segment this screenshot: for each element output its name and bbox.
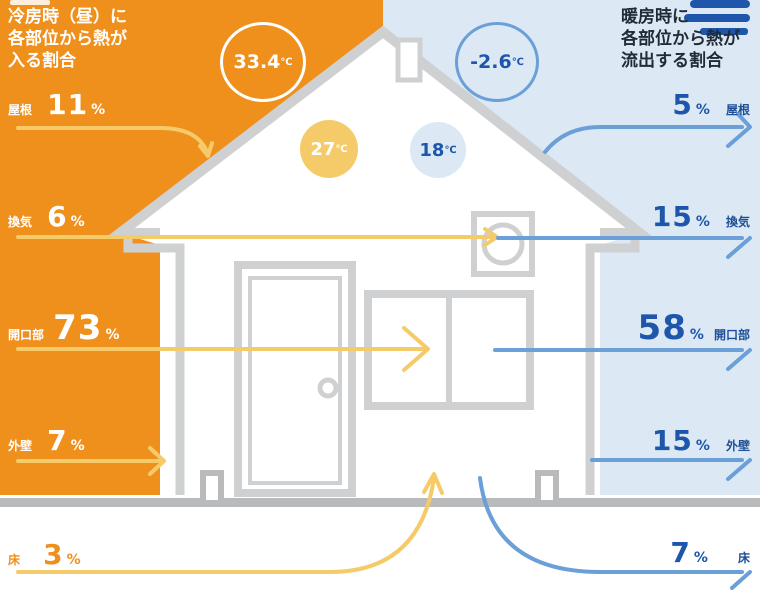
wall-outline (123, 238, 640, 495)
cooling-item-opening: 開口部 73% (8, 308, 120, 348)
heating-arrowhead-vent (726, 236, 752, 259)
cooling-vent-percent: 6 (47, 200, 68, 233)
ground-background (0, 495, 760, 590)
cold-wind-icon (684, 0, 750, 35)
cooling-title-line-1: 冷房時（昼）に (8, 7, 127, 27)
heating-vent-percent: 15 (651, 200, 693, 233)
heating-title: 暖房時に 各部位から熱が 流出する割合 (621, 6, 740, 72)
heating-wall-unit: % (695, 438, 711, 454)
heating-title-line-1: 暖房時に (621, 7, 689, 27)
cooling-arrow-floor (16, 476, 436, 574)
heating-arrowhead-opening (726, 348, 752, 371)
heating-vent-unit: % (695, 214, 711, 230)
heating-wall-label: 外壁 (725, 439, 750, 453)
cooling-title: 冷房時（昼）に 各部位から熱が 入る割合 (8, 6, 127, 72)
heating-item-wall: 15% 外壁 (652, 424, 750, 457)
cooling-floor-label: 床 (8, 553, 21, 567)
heating-title-line-3: 流出する割合 (621, 51, 723, 71)
cooling-wall-percent: 7 (47, 424, 68, 457)
heating-wall-percent: 15 (651, 424, 693, 457)
cooling-indoor-temp-badge: 27 ℃ (300, 120, 358, 178)
heating-outdoor-temp-unit: ℃ (511, 56, 524, 68)
cooling-floor-unit: % (66, 552, 82, 568)
heating-opening-label: 開口部 (713, 328, 750, 342)
cooling-opening-unit: % (105, 327, 121, 343)
roof-white (120, 32, 640, 245)
cooling-roof-label: 屋根 (8, 103, 33, 117)
cooling-wall-unit: % (70, 438, 86, 454)
heating-opening-percent: 58 (637, 308, 687, 348)
cooling-title-line-2: 各部位から熱が (8, 29, 127, 49)
heating-opening-unit: % (689, 327, 705, 343)
door-knob (317, 377, 339, 399)
cooling-outdoor-temp-badge: 33.4 ℃ (220, 22, 306, 102)
cooling-item-floor: 床 3% (8, 538, 82, 571)
cooling-title-line-3: 入る割合 (8, 51, 76, 71)
heating-roof-percent: 5 (672, 88, 693, 121)
ground-line (0, 498, 760, 507)
cooling-indoor-temp-unit: ℃ (335, 143, 348, 155)
cooling-vent-unit: % (70, 214, 86, 230)
heating-arrow-roof (543, 125, 744, 154)
cooling-floor-percent: 3 (43, 538, 64, 571)
heating-vent-label: 換気 (725, 215, 750, 229)
heating-arrow-floor (478, 476, 744, 574)
heating-outdoor-temp-badge: -2.6 ℃ (455, 22, 539, 102)
cooling-opening-label: 開口部 (8, 328, 45, 342)
heating-outdoor-temp-value: -2.6 (470, 51, 512, 73)
cooling-roof-percent: 11 (47, 88, 89, 121)
foundation-vent-right (535, 470, 559, 506)
heating-item-roof: 5% 屋根 (672, 88, 750, 121)
heating-arrowhead-wall (726, 458, 752, 481)
cooling-indoor-temp-value: 27 (310, 138, 336, 160)
heating-floor-percent: 7 (670, 536, 691, 569)
heating-arrowhead-floor (730, 570, 752, 590)
heating-floor-label: 床 (737, 551, 750, 565)
cooling-arrowhead-floor (422, 472, 444, 495)
cooling-outdoor-temp-unit: ℃ (280, 56, 293, 68)
chimney (395, 37, 423, 83)
cooling-arrow-roof (16, 126, 210, 157)
cooling-arrowhead-roof (198, 141, 214, 158)
cooling-outdoor-temp-value: 33.4 (233, 51, 281, 73)
heating-indoor-temp-badge: 18 ℃ (410, 122, 466, 178)
heating-roof-unit: % (695, 102, 711, 118)
cooling-roof-unit: % (91, 102, 107, 118)
heating-item-opening: 58% 開口部 (638, 308, 750, 348)
cooling-item-wall: 外壁 7% (8, 424, 86, 457)
heating-item-floor: 7% 床 (670, 536, 750, 569)
cooling-vent-label: 換気 (8, 215, 33, 229)
foundation-vent-left (200, 470, 224, 506)
heating-floor-unit: % (693, 550, 709, 566)
cooling-opening-percent: 73 (53, 308, 103, 348)
cooling-arrowhead-opening (402, 326, 430, 372)
heating-indoor-temp-unit: ℃ (444, 144, 457, 156)
sun-ray-icon (10, 0, 50, 5)
cooling-wall-label: 外壁 (8, 439, 33, 453)
cooling-arrowhead-wall (148, 446, 166, 476)
heating-item-vent: 15% 換気 (652, 200, 750, 233)
heating-arrowhead-roof (726, 112, 752, 148)
heating-indoor-temp-value: 18 (419, 139, 445, 161)
cooling-item-roof: 屋根 11% (8, 88, 106, 121)
heating-title-line-2: 各部位から熱が (621, 29, 740, 49)
heating-roof-label: 屋根 (725, 103, 750, 117)
cooling-item-vent: 換気 6% (8, 200, 86, 233)
